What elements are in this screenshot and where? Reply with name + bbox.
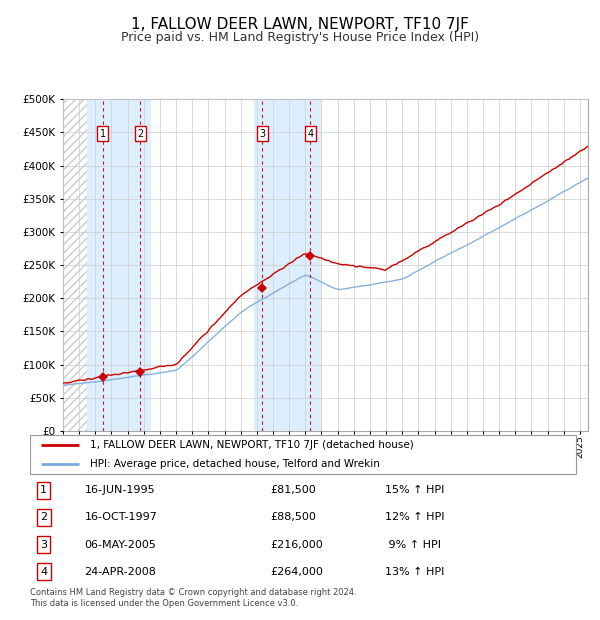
Text: 4: 4 [307, 129, 313, 139]
Text: 9% ↑ HPI: 9% ↑ HPI [385, 539, 441, 549]
Text: 13% ↑ HPI: 13% ↑ HPI [385, 567, 444, 577]
Text: £216,000: £216,000 [270, 539, 323, 549]
Text: 24-APR-2008: 24-APR-2008 [85, 567, 157, 577]
Text: 2: 2 [137, 129, 143, 139]
Bar [254, 99, 320, 431]
Text: 2: 2 [40, 513, 47, 523]
FancyBboxPatch shape [30, 435, 576, 474]
Text: 1: 1 [100, 129, 106, 139]
Text: £264,000: £264,000 [270, 567, 323, 577]
Text: Contains HM Land Registry data © Crown copyright and database right 2024.
This d: Contains HM Land Registry data © Crown c… [30, 588, 356, 608]
Text: 1, FALLOW DEER LAWN, NEWPORT, TF10 7JF: 1, FALLOW DEER LAWN, NEWPORT, TF10 7JF [131, 17, 469, 32]
Text: 4: 4 [40, 567, 47, 577]
Text: 3: 3 [259, 129, 265, 139]
Text: 15% ↑ HPI: 15% ↑ HPI [385, 485, 444, 495]
Text: 3: 3 [40, 539, 47, 549]
Text: 1, FALLOW DEER LAWN, NEWPORT, TF10 7JF (detached house): 1, FALLOW DEER LAWN, NEWPORT, TF10 7JF (… [90, 440, 414, 450]
Text: £88,500: £88,500 [270, 513, 316, 523]
Text: 1: 1 [40, 485, 47, 495]
Text: £81,500: £81,500 [270, 485, 316, 495]
Text: 16-JUN-1995: 16-JUN-1995 [85, 485, 155, 495]
Text: Price paid vs. HM Land Registry's House Price Index (HPI): Price paid vs. HM Land Registry's House … [121, 31, 479, 44]
Text: 16-OCT-1997: 16-OCT-1997 [85, 513, 157, 523]
Bar [87, 99, 150, 431]
Text: 12% ↑ HPI: 12% ↑ HPI [385, 513, 445, 523]
Text: HPI: Average price, detached house, Telford and Wrekin: HPI: Average price, detached house, Telf… [90, 459, 380, 469]
Text: 06-MAY-2005: 06-MAY-2005 [85, 539, 157, 549]
